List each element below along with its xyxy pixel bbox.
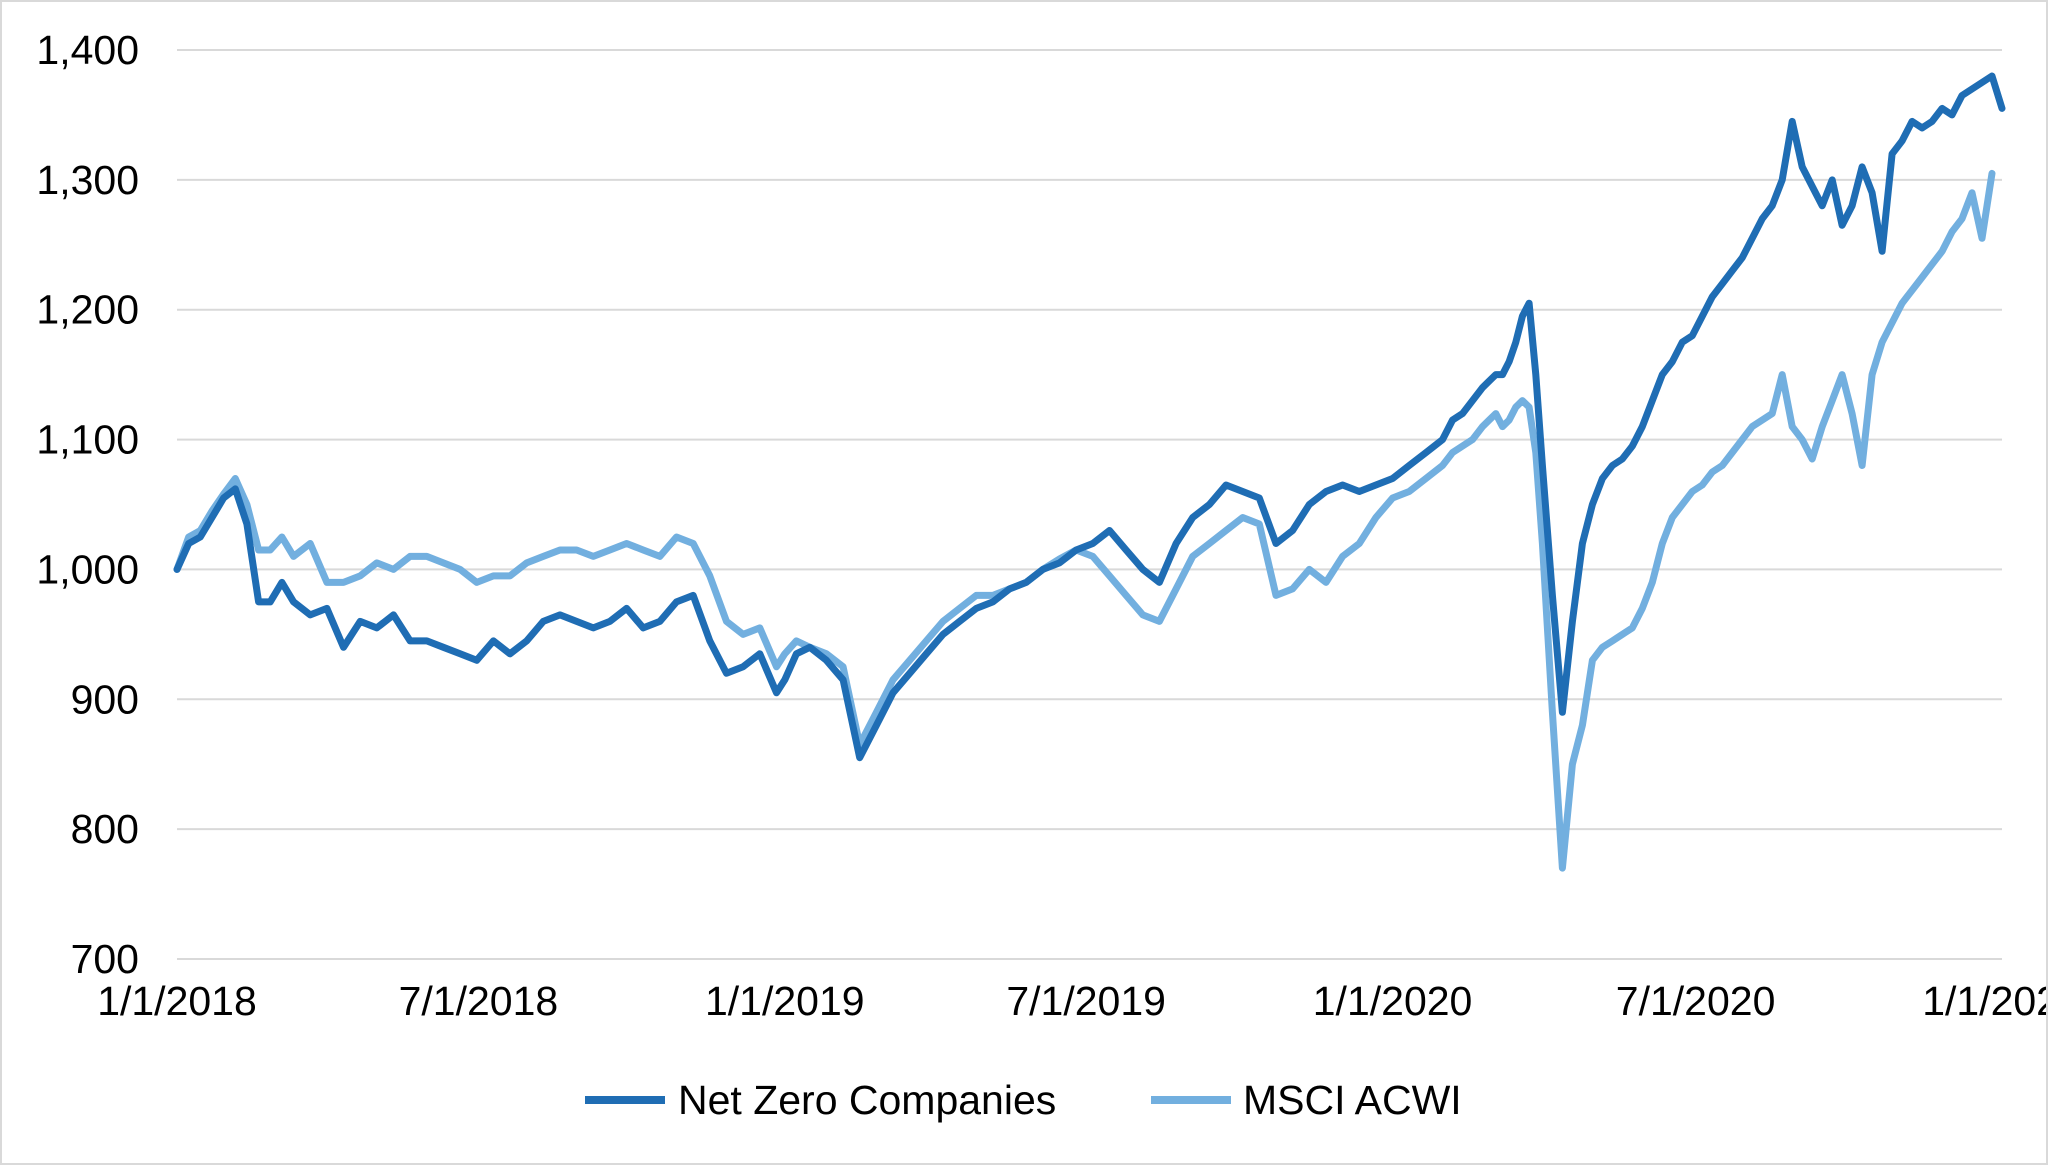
x-tick-label: 1/1/2018 [97,978,257,1024]
y-tick-label: 1,300 [36,157,139,203]
y-axis-tick-labels: 700 800 900 1,000 1,100 1,200 1,300 1,400 [36,27,139,982]
x-axis-tick-labels: 1/1/2018 7/1/2018 1/1/2019 7/1/2019 1/1/2020… [97,978,2046,1024]
legend: Net Zero Companies MSCI ACWI [585,1077,1462,1123]
y-tick-label: 1,400 [36,27,139,73]
y-tick-label: 900 [71,676,139,722]
x-tick-label: 7/1/2020 [1616,978,1776,1024]
y-tick-label: 700 [71,936,139,982]
x-tick-label: 1/1/2019 [705,978,865,1024]
x-tick-label: 7/1/2019 [1006,978,1166,1024]
y-tick-label: 1,200 [36,287,139,333]
legend-label-net-zero-companies: Net Zero Companies [678,1077,1056,1123]
series-line-net-zero-companies [173,72,2006,762]
y-tick-label: 1,000 [36,546,139,592]
y-tick-label: 800 [71,806,139,852]
legend-label-msci-acwi: MSCI ACWI [1243,1077,1462,1123]
x-tick-label: 1/1/2020 [1313,978,1473,1024]
series-line-msci-acwi [173,169,1996,872]
y-tick-label: 1,100 [36,417,139,463]
series-lines [173,72,2006,872]
x-tick-label: 7/1/2018 [399,978,559,1024]
gridlines [177,49,2002,960]
x-tick-label: 1/1/2021 [1922,978,2046,1024]
